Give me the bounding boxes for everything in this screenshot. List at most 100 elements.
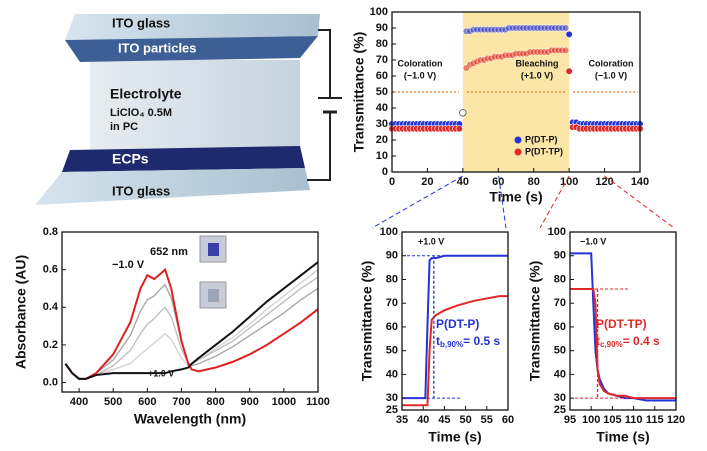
x-axis-label: Time (s) xyxy=(489,189,542,205)
y-axis-label: Transmittance (%) xyxy=(351,32,367,153)
x-tick-label: 100 xyxy=(560,176,578,188)
annotation: +1.0 V xyxy=(418,236,444,246)
x-tick-label: 20 xyxy=(421,176,433,188)
wire xyxy=(307,112,331,181)
y-tick-label: 30 xyxy=(554,392,566,404)
x-tick-label: 95 xyxy=(564,414,576,426)
x-tick-label: 40 xyxy=(417,414,429,426)
connector xyxy=(498,175,507,229)
x-tick-label: 0 xyxy=(389,176,395,188)
data-line xyxy=(64,267,319,380)
x-tick-label: 800 xyxy=(206,396,224,408)
plot-frame xyxy=(401,231,509,411)
y-tick-label: 40 xyxy=(386,368,398,380)
photo-film xyxy=(208,243,219,256)
electrolyte xyxy=(90,60,300,150)
data-line xyxy=(402,295,508,407)
ecps xyxy=(62,146,305,172)
annotation-part: c,90% xyxy=(600,340,623,349)
annotation: −1.0 V xyxy=(112,259,145,271)
y-tick-label: 80 xyxy=(376,38,388,50)
data-line xyxy=(64,269,319,380)
annotation-part: t xyxy=(436,334,440,348)
y-tick-label: 25 xyxy=(554,404,566,416)
legend-label: P(DT-P) xyxy=(525,134,558,144)
y-tick-label: 0.2 xyxy=(43,339,58,351)
x-tick-label: 100 xyxy=(582,414,600,426)
annotation-part: b,90% xyxy=(440,340,463,349)
y-tick-label: 90 xyxy=(376,22,388,34)
y-tick-label: 50 xyxy=(554,345,566,357)
x-tick-label: 105 xyxy=(603,414,621,426)
annotation: −1.0 V xyxy=(580,236,606,246)
ito-glass-top xyxy=(65,14,320,40)
y-tick-label: 0.8 xyxy=(43,226,58,238)
y-tick-label: 80 xyxy=(386,273,398,285)
annotation: tb,90%= 0.5 s xyxy=(436,334,500,349)
x-tick-label: 60 xyxy=(492,176,504,188)
data-point xyxy=(565,30,573,39)
legend-marker xyxy=(514,148,522,156)
y-tick-label: 60 xyxy=(376,70,388,82)
annotation: Coloration xyxy=(589,58,634,68)
data-point xyxy=(459,109,467,117)
x-tick-label: 120 xyxy=(595,176,613,188)
annotation: (−1.0 V) xyxy=(595,70,627,80)
y-tick-label: 25 xyxy=(386,404,398,416)
label: ITO glass xyxy=(112,15,170,30)
x-tick-label: 110 xyxy=(625,414,643,426)
y-tick-label: 10 xyxy=(376,150,388,162)
y-tick-label: 70 xyxy=(386,297,398,309)
x-tick-label: 400 xyxy=(70,396,88,408)
y-tick-label: 90 xyxy=(386,250,398,262)
x-tick-label: 700 xyxy=(172,396,190,408)
x-tick-label: 50 xyxy=(459,414,471,426)
y-tick-label: 40 xyxy=(554,368,566,380)
ito-particles xyxy=(65,36,318,62)
x-axis-label: Wavelength (nm) xyxy=(134,411,246,427)
x-tick-label: 120 xyxy=(667,414,685,426)
y-tick-label: 30 xyxy=(386,392,398,404)
x-tick-label: 1000 xyxy=(272,396,296,408)
photo-film xyxy=(208,289,219,302)
y-tick-label: 60 xyxy=(554,321,566,333)
label: ITO particles xyxy=(118,40,197,55)
y-axis-label: Absorbance (AU) xyxy=(13,255,29,369)
device-schematic: ITO glass ITO particles Electrolyte LiCl… xyxy=(35,14,342,205)
connector xyxy=(539,175,570,229)
y-tick-label: 100 xyxy=(370,6,388,18)
connector xyxy=(371,175,463,229)
annotation: +1.0 V xyxy=(148,368,174,378)
connector xyxy=(604,175,675,229)
plot-frame xyxy=(61,231,319,393)
ito-glass-bottom xyxy=(35,168,310,205)
y-tick-label: 0.4 xyxy=(43,301,59,313)
y-tick-label: 80 xyxy=(554,273,566,285)
y-tick-label: 90 xyxy=(554,250,566,262)
label: Electrolyte xyxy=(110,86,182,102)
label: in PC xyxy=(110,121,138,133)
x-axis-label: Time (s) xyxy=(428,429,481,445)
label: LiClO₄ 0.5M xyxy=(110,107,172,119)
y-tick-label: 30 xyxy=(376,118,388,130)
y-tick-label: 50 xyxy=(386,345,398,357)
data-point xyxy=(565,67,573,75)
annotation: P(DT-TP) xyxy=(596,317,647,331)
x-tick-label: 140 xyxy=(631,176,649,188)
annotation-part: = 0.4 s xyxy=(623,334,660,348)
label: ECPs xyxy=(112,151,149,167)
y-tick-label: 0 xyxy=(382,166,388,178)
plot-frame xyxy=(391,11,641,173)
annotation-part: = 0.5 s xyxy=(463,334,500,348)
annotation: (+1.0 V) xyxy=(521,70,553,80)
label: ITO glass xyxy=(112,183,170,198)
x-tick-label: 500 xyxy=(104,396,122,408)
annotation: P(DT-P) xyxy=(436,317,479,331)
y-tick-label: 70 xyxy=(554,297,566,309)
y-tick-label: 0.0 xyxy=(43,376,58,388)
wire xyxy=(318,29,331,98)
y-tick-label: 60 xyxy=(386,321,398,333)
y-tick-label: 0.6 xyxy=(43,264,58,276)
x-tick-label: 60 xyxy=(502,414,514,426)
